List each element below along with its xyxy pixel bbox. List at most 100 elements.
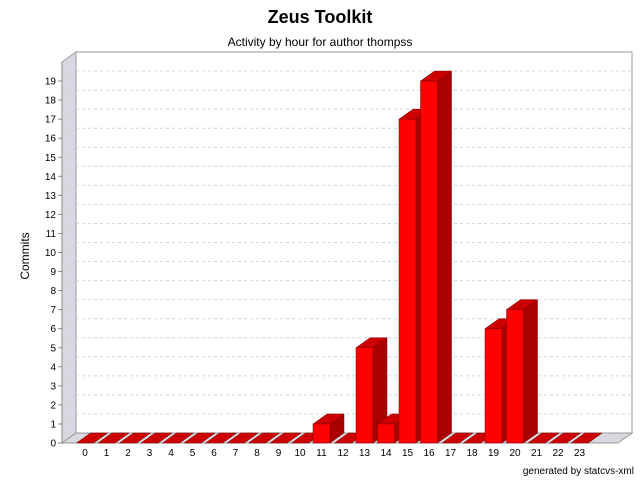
x-tick-label: 21 bbox=[531, 448, 543, 459]
gridline-side bbox=[61, 70, 77, 82]
x-tick-label: 15 bbox=[402, 448, 414, 459]
bar bbox=[161, 432, 195, 444]
x-tick-label: 22 bbox=[552, 448, 564, 459]
x-tick-label: 4 bbox=[168, 448, 174, 459]
bar bbox=[269, 432, 302, 444]
x-tick-label: 6 bbox=[211, 448, 217, 459]
x-tick-label: 0 bbox=[82, 448, 88, 459]
bar bbox=[97, 432, 130, 444]
x-tick-label: 10 bbox=[294, 448, 306, 459]
bar-top bbox=[118, 432, 152, 444]
gridline-side bbox=[61, 89, 77, 101]
x-tick-label: 16 bbox=[423, 448, 435, 459]
bar-top bbox=[527, 432, 560, 444]
bar-top bbox=[140, 432, 173, 444]
bar bbox=[312, 413, 345, 444]
bar-front bbox=[506, 309, 524, 444]
gridline-side bbox=[61, 203, 77, 215]
chart-title: Zeus Toolkit bbox=[267, 7, 373, 27]
y-tick-label: 0 bbox=[50, 439, 56, 450]
y-tick-label: 17 bbox=[45, 115, 57, 126]
bar bbox=[204, 432, 238, 444]
bar-side bbox=[523, 299, 538, 444]
gridline-side bbox=[61, 394, 77, 406]
bar bbox=[527, 432, 560, 444]
x-tick-label: 18 bbox=[466, 448, 478, 459]
x-tick-label: 8 bbox=[254, 448, 260, 459]
bar-top bbox=[97, 432, 130, 444]
bar bbox=[140, 432, 173, 444]
x-tick-label: 2 bbox=[125, 448, 131, 459]
bar bbox=[355, 337, 388, 444]
gridline-side bbox=[61, 184, 77, 196]
y-tick-label: 7 bbox=[50, 305, 56, 316]
bar bbox=[505, 299, 539, 444]
y-tick-label: 4 bbox=[50, 362, 56, 373]
gridline-side bbox=[61, 261, 77, 272]
gridline-side bbox=[61, 413, 77, 425]
y-tick-label: 16 bbox=[45, 134, 57, 145]
gridline-side bbox=[61, 146, 77, 158]
bar bbox=[441, 432, 474, 444]
bar-top bbox=[441, 432, 474, 444]
bar-front bbox=[377, 423, 395, 444]
bar bbox=[75, 432, 109, 444]
x-tick-label: 13 bbox=[359, 448, 371, 459]
gridline-side bbox=[61, 280, 77, 292]
bar-front bbox=[312, 423, 331, 444]
bar-top bbox=[204, 432, 238, 444]
bar bbox=[548, 432, 582, 444]
bar-front bbox=[398, 118, 417, 444]
bar-top bbox=[75, 432, 109, 444]
x-tick-label: 20 bbox=[509, 448, 521, 459]
bar-top bbox=[161, 432, 195, 444]
bar-top bbox=[226, 432, 259, 444]
bar bbox=[570, 432, 603, 444]
x-tick-label: 9 bbox=[276, 448, 282, 459]
y-tick-label: 10 bbox=[45, 248, 57, 259]
y-tick-label: 13 bbox=[45, 191, 57, 202]
y-tick-label: 8 bbox=[50, 286, 56, 297]
y-tick-label: 19 bbox=[45, 77, 57, 88]
gridline-side bbox=[61, 223, 77, 234]
bar bbox=[226, 432, 259, 444]
gridline-side bbox=[61, 375, 77, 387]
gridline-side bbox=[61, 356, 77, 368]
x-tick-label: 3 bbox=[147, 448, 153, 459]
bar bbox=[419, 70, 453, 444]
x-tick-label: 1 bbox=[104, 448, 110, 459]
x-tick-label: 14 bbox=[380, 448, 392, 459]
y-tick-label: 2 bbox=[50, 400, 56, 411]
bar-front bbox=[420, 80, 438, 444]
x-tick-label: 17 bbox=[445, 448, 457, 459]
x-tick-label: 12 bbox=[337, 448, 349, 459]
x-tick-label: 5 bbox=[190, 448, 196, 459]
bar-top bbox=[269, 432, 302, 444]
bar-front bbox=[355, 347, 374, 444]
gridline-side bbox=[61, 299, 77, 311]
bar-top bbox=[570, 432, 603, 444]
bar-top bbox=[247, 432, 281, 444]
gridline-side bbox=[61, 108, 77, 120]
bar bbox=[183, 432, 216, 444]
y-tick-label: 3 bbox=[50, 381, 56, 392]
x-tick-label: 23 bbox=[574, 448, 586, 459]
footer-credit: generated by statcvs-xml bbox=[522, 466, 634, 477]
y-tick-label: 9 bbox=[50, 267, 56, 278]
y-tick-label: 1 bbox=[50, 419, 56, 430]
y-tick-label: 6 bbox=[50, 324, 56, 335]
bar bbox=[247, 432, 281, 444]
y-tick-label: 11 bbox=[46, 229, 57, 240]
y-tick-label: 18 bbox=[45, 96, 57, 107]
x-tick-label: 11 bbox=[316, 448, 327, 459]
y-tick-label: 14 bbox=[45, 172, 57, 183]
x-tick-label: 7 bbox=[233, 448, 239, 459]
gridline-side bbox=[61, 242, 77, 253]
gridline-side bbox=[61, 165, 77, 177]
y-tick-label: 5 bbox=[50, 343, 56, 354]
bar-top bbox=[548, 432, 582, 444]
gridline-side bbox=[61, 127, 77, 139]
gridline-side bbox=[61, 337, 77, 349]
bar-side bbox=[437, 70, 452, 444]
